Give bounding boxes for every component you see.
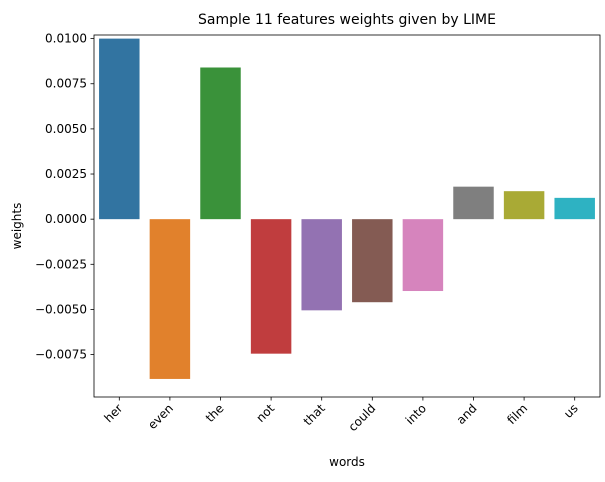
bar-the [200,67,241,220]
bar-even [149,219,191,379]
bar-not [250,219,292,354]
x-tick-label: that [301,401,328,428]
bar-into [402,219,444,292]
bar-film [503,191,545,220]
bar-her [99,38,140,220]
x-tick-label: could [346,401,379,434]
bar-and [453,186,494,220]
bar-could [352,219,393,303]
y-tick-label: 0.0025 [45,167,87,181]
y-tick-label: −0.0025 [35,257,87,271]
y-axis-title: weights [10,203,24,250]
bars-layer [99,38,595,379]
x-tick-label: even [145,401,176,432]
y-tick-label: 0.0100 [45,32,87,46]
bar-us [554,197,595,220]
x-tick-label: her [101,401,125,425]
y-tick-label: 0.0075 [45,77,87,91]
chart-title: Sample 11 features weights given by LIME [198,12,496,28]
x-tick-label: and [454,401,480,427]
y-tick-label: 0.0050 [45,122,87,136]
bar-that [301,219,342,311]
plot-frame [93,34,601,398]
x-tick-label: us [561,401,581,421]
x-tick-label: into [403,401,429,427]
y-tick-label: −0.0050 [35,302,87,316]
x-tick-label: not [253,401,277,425]
y-tick-label: −0.0075 [35,348,87,362]
x-axis-title: words [329,455,365,469]
x-tick-label: the [203,401,227,425]
x-tick-label: film [504,401,530,427]
y-tick-label: 0.0000 [45,212,87,226]
